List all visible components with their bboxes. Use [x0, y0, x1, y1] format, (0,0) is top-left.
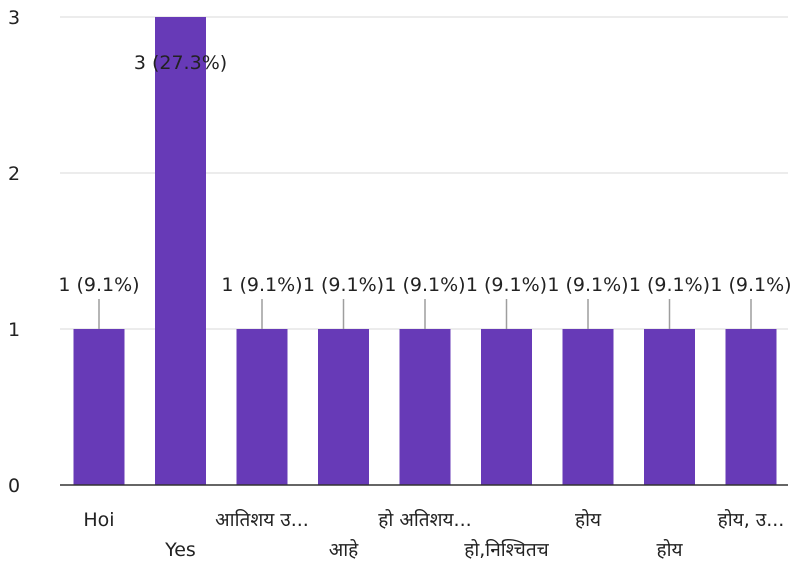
bar: [481, 329, 532, 485]
y-tick-label: 3: [8, 7, 20, 29]
data-label: 1 (9.1%): [466, 274, 547, 296]
data-label: 1 (9.1%): [547, 274, 628, 296]
x-axis-labels: Hoi Yes आतिशय उ... आहे हो अतिशय... हो,निश्चित…: [83, 508, 784, 561]
bar: [155, 17, 206, 485]
x-category-label: आहे: [329, 538, 359, 561]
x-category-label: Yes: [164, 539, 196, 561]
bar: [399, 329, 451, 485]
data-label: 1 (9.1%): [221, 274, 302, 296]
data-label: 3 (27.3%): [134, 52, 227, 74]
x-category-label: होय, उ...: [718, 508, 785, 531]
x-category-label: हो अतिशय...: [378, 508, 471, 531]
bars: 1 (9.1%)3 (27.3%)1 (9.1%) 1 (9.1%) 1 (9.1%…: [58, 17, 792, 485]
data-label: 1 (9.1%): [629, 274, 710, 296]
x-category-label: आतिशय उ...: [215, 508, 309, 531]
y-tick-label: 1: [8, 319, 20, 341]
y-axis-ticks: 0 1 2 3: [8, 7, 20, 497]
bar: [644, 329, 695, 485]
x-category-label: हो,निश्चितच: [464, 538, 549, 561]
bar: [73, 329, 125, 485]
y-tick-label: 2: [8, 163, 20, 185]
data-label: 1 (9.1%): [710, 274, 791, 296]
bar: [236, 329, 288, 485]
x-category-label: होय: [656, 538, 683, 561]
x-category-label: होय: [575, 508, 602, 531]
data-label: 1 (9.1%): [303, 274, 384, 296]
bar: [562, 329, 614, 485]
data-label: 1 (9.1%): [384, 274, 465, 296]
y-tick-label: 0: [8, 475, 20, 497]
x-category-label: Hoi: [83, 509, 114, 531]
data-label: 1 (9.1%): [58, 274, 139, 296]
bar: [725, 329, 777, 485]
bar: [318, 329, 369, 485]
